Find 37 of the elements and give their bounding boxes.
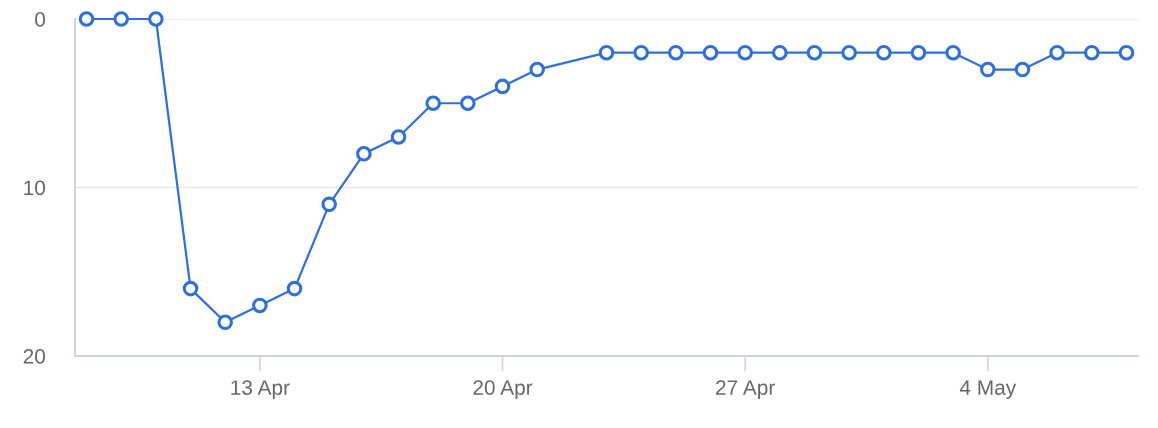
point xyxy=(598,44,615,61)
y-tick-label: 0 xyxy=(35,12,46,27)
point xyxy=(806,44,823,61)
point xyxy=(772,44,788,61)
point xyxy=(841,44,857,61)
y-tick-label: 10 xyxy=(24,180,46,196)
point xyxy=(702,44,719,61)
point xyxy=(425,95,441,112)
point xyxy=(910,44,927,61)
point xyxy=(494,78,511,95)
point xyxy=(945,44,961,61)
point xyxy=(286,280,303,297)
point xyxy=(876,44,892,61)
point xyxy=(217,314,233,331)
point xyxy=(1049,44,1065,61)
x-tick-label: 20 Apr xyxy=(473,380,533,400)
point xyxy=(321,196,337,213)
point xyxy=(633,44,649,61)
x-tick-label: 27 Apr xyxy=(716,380,775,400)
point xyxy=(980,61,996,78)
point xyxy=(737,44,753,61)
point xyxy=(252,297,268,314)
point xyxy=(390,129,407,145)
point xyxy=(182,280,199,297)
point xyxy=(113,11,129,27)
point xyxy=(1084,44,1100,61)
point xyxy=(529,61,545,78)
x-tick-label: 4 May xyxy=(959,380,1017,400)
point xyxy=(460,95,476,112)
y-tick-label: 20 xyxy=(23,349,46,364)
point xyxy=(1118,44,1135,61)
point xyxy=(148,11,164,27)
point xyxy=(668,44,684,61)
x-tick-label: 13 Apr xyxy=(231,380,290,400)
point xyxy=(78,11,95,27)
point xyxy=(1014,61,1031,78)
point xyxy=(356,146,372,162)
